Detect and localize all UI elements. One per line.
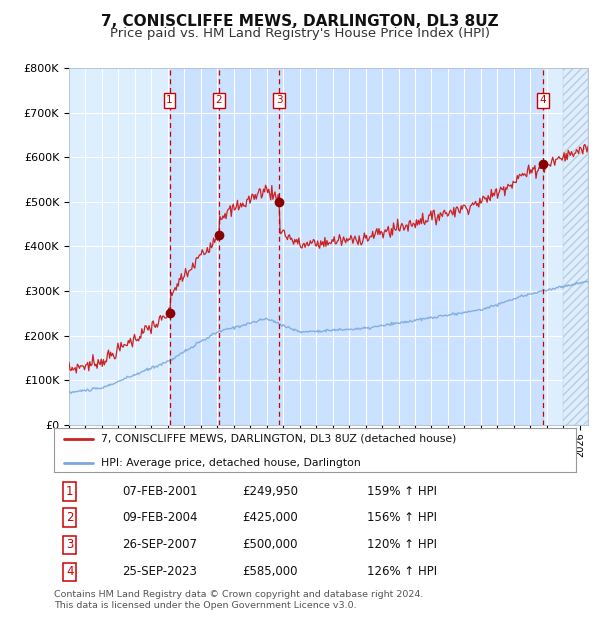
Text: 2: 2 [66,511,73,524]
Text: 07-FEB-2001: 07-FEB-2001 [122,485,197,498]
Text: Contains HM Land Registry data © Crown copyright and database right 2024.
This d: Contains HM Land Registry data © Crown c… [54,590,424,609]
Text: 26-SEP-2007: 26-SEP-2007 [122,538,197,551]
Text: 2: 2 [215,95,222,105]
Text: 3: 3 [66,538,73,551]
Text: 09-FEB-2004: 09-FEB-2004 [122,511,197,524]
Text: £249,950: £249,950 [242,485,298,498]
Text: HPI: Average price, detached house, Darlington: HPI: Average price, detached house, Darl… [101,458,361,467]
Bar [563,68,588,425]
Text: 1: 1 [166,95,173,105]
Text: 7, CONISCLIFFE MEWS, DARLINGTON, DL3 8UZ (detached house): 7, CONISCLIFFE MEWS, DARLINGTON, DL3 8UZ… [101,434,457,444]
Text: 3: 3 [276,95,283,105]
Text: 126% ↑ HPI: 126% ↑ HPI [367,565,437,578]
Text: £585,000: £585,000 [242,565,298,578]
Text: 25-SEP-2023: 25-SEP-2023 [122,565,197,578]
Text: 7, CONISCLIFFE MEWS, DARLINGTON, DL3 8UZ: 7, CONISCLIFFE MEWS, DARLINGTON, DL3 8UZ [101,14,499,29]
Bar [170,68,542,425]
Text: 156% ↑ HPI: 156% ↑ HPI [367,511,437,524]
Text: 120% ↑ HPI: 120% ↑ HPI [367,538,437,551]
Text: 4: 4 [66,565,73,578]
Text: 159% ↑ HPI: 159% ↑ HPI [367,485,437,498]
Text: 1: 1 [66,485,73,498]
Text: 4: 4 [539,95,546,105]
Text: £500,000: £500,000 [242,538,298,551]
Text: Price paid vs. HM Land Registry's House Price Index (HPI): Price paid vs. HM Land Registry's House … [110,27,490,40]
Text: £425,000: £425,000 [242,511,298,524]
